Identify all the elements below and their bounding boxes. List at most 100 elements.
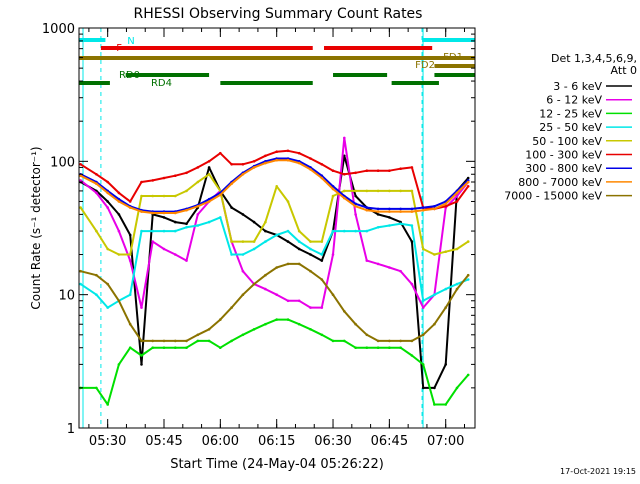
series-group [79,136,470,406]
series-point [207,339,211,343]
series-point [106,200,109,203]
series-point [95,293,98,297]
series-point [466,373,470,377]
series-point [433,293,436,297]
series-point [275,233,279,237]
series-point [421,208,425,212]
series-point [399,222,402,226]
series-point [286,262,290,266]
series-point [343,136,346,140]
x-tick-label: 05:30 [89,434,126,449]
series-point [444,287,448,291]
series-point [79,179,82,182]
series-point [309,168,312,171]
series-point [354,346,357,350]
mode-label-f: F [116,43,122,54]
series-point [354,194,357,198]
plot-frame [78,27,476,429]
series-point [185,222,188,226]
series-point [174,194,177,198]
series-point [264,273,267,277]
series-point [207,160,211,163]
series-point [309,306,312,309]
series-point [286,158,290,162]
series-point [174,346,177,350]
series-point [466,180,470,184]
series-point [343,189,346,193]
series-point [230,206,233,209]
series-point [376,226,380,229]
series-point [410,339,414,343]
series-point [466,240,470,243]
x-tick-label: 06:15 [258,434,295,449]
x-tick-label: 06:00 [202,434,239,449]
series-point [376,339,380,343]
series-point [320,278,324,281]
series-point [320,163,324,166]
series-point [79,174,82,177]
series-point [376,207,380,211]
series-point [252,282,256,286]
legend-entry-label: 800 - 7000 keV [518,176,602,189]
series-point [376,346,380,350]
series-line [79,136,469,309]
series-point [106,403,109,406]
series-point [365,169,369,172]
series-point [185,208,188,212]
series-point [95,229,98,233]
series-point [455,194,459,198]
series-point [128,206,132,209]
series-point [241,333,245,337]
series-point [151,179,154,182]
series-point [455,247,459,251]
series-point [79,206,82,209]
legend-entry-label: 3 - 6 keV [553,80,602,93]
series-point [399,167,402,170]
series-point [151,339,154,343]
series-point [241,163,245,166]
series-point [128,259,132,262]
series-point [106,306,109,309]
series-point [117,253,121,256]
series-point [399,339,402,343]
series-point [252,247,256,251]
series-point [309,247,312,251]
series-point [343,173,346,176]
series-point [343,229,346,233]
series-point [162,216,166,219]
series-point [466,278,470,281]
y-tick-label: 1 [67,422,75,437]
chart-title: RHESSI Observing Summary Count Rates [134,6,423,22]
series-point [252,328,256,331]
series-point [151,194,154,198]
series-point [354,322,357,326]
series-point [444,205,448,208]
series-point [95,182,98,185]
series-point [128,322,132,326]
series-point [95,273,98,277]
series-point [128,253,132,256]
series-point [421,386,425,390]
axes-layer: 1 10 100 1000 05:30 05:45 06:00 06:15 06:30 06:45… [42,22,476,449]
series-point [95,386,98,390]
series-point [140,210,143,213]
series-point [151,229,154,233]
series-point [455,386,459,390]
y-tick-label: 10 [58,289,75,304]
series-point [297,247,301,251]
series-point [185,259,188,262]
series-point [264,154,267,158]
series-point [376,189,380,193]
series-point [444,202,448,206]
legend-entry-label: 12 - 25 keV [539,107,602,120]
series-point [95,191,98,195]
series-point [433,386,436,390]
series-point [410,207,414,211]
series-point [320,306,324,309]
series-point [241,213,245,216]
series-point [140,194,143,198]
mode-annotations: NF FD1 FD2 RD0 RD4 [79,28,475,428]
series-point [455,287,459,291]
series-point [162,176,166,180]
